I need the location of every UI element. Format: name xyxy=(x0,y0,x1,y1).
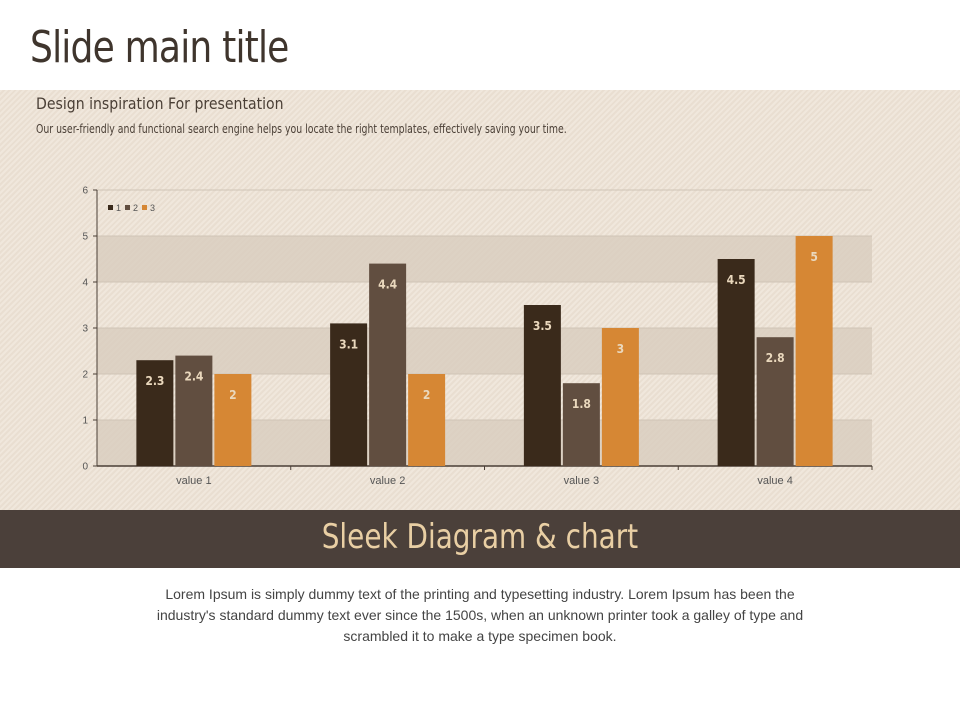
grid-band xyxy=(97,236,872,282)
x-tick-label: value 1 xyxy=(176,475,211,487)
banner-bar xyxy=(0,510,960,568)
data-label: 3.5 xyxy=(533,319,552,333)
bar-series-1 xyxy=(717,259,755,466)
data-label: 4.4 xyxy=(378,278,398,292)
grid-band xyxy=(97,420,872,466)
bar-series-2 xyxy=(562,383,600,466)
legend-swatch-2 xyxy=(125,205,130,210)
x-tick-label: value 2 xyxy=(370,475,405,487)
data-label: 5 xyxy=(810,250,818,264)
bar-series-3 xyxy=(601,328,639,466)
banner-title-text: Sleek Diagram & chart xyxy=(321,517,639,557)
y-tick-label: 6 xyxy=(82,186,88,197)
legend-swatch-1 xyxy=(108,205,113,210)
bar-series-1 xyxy=(330,323,368,466)
slide-description: Our user-friendly and functional search … xyxy=(36,122,567,136)
grid-band xyxy=(97,328,872,374)
bar-series-3 xyxy=(795,236,833,466)
y-tick-label: 4 xyxy=(82,278,88,289)
data-label: 2.8 xyxy=(766,351,785,365)
y-tick-label: 0 xyxy=(82,462,88,473)
body-paragraph: Lorem Ipsum is simply dummy text of the … xyxy=(156,586,804,644)
y-tick-label: 2 xyxy=(82,370,88,381)
y-tick-label: 5 xyxy=(82,232,88,243)
data-label: 3 xyxy=(617,342,625,356)
banner-title: Sleek Diagram & chart xyxy=(0,510,960,568)
legend-label: 1 xyxy=(116,203,121,213)
legend-label: 2 xyxy=(133,203,138,213)
slide-title: Slide main title xyxy=(30,22,289,73)
data-label: 4.5 xyxy=(727,273,746,287)
bar-series-2 xyxy=(369,263,407,466)
data-label: 2.4 xyxy=(184,370,204,384)
y-tick-label: 1 xyxy=(82,416,88,427)
data-label: 2.3 xyxy=(145,374,164,388)
y-tick-label: 3 xyxy=(82,324,88,335)
legend-swatch-3 xyxy=(142,205,147,210)
data-label: 2 xyxy=(423,388,431,402)
slide-subtitle: Design inspiration For presentation xyxy=(36,94,284,113)
bar-series-3 xyxy=(214,374,252,466)
x-tick-label: value 4 xyxy=(757,475,792,487)
x-tick-label: value 3 xyxy=(564,475,599,487)
bar-series-2 xyxy=(756,337,794,466)
bar-series-1 xyxy=(523,305,561,466)
bar-series-1 xyxy=(136,360,174,466)
legend-label: 3 xyxy=(150,203,155,213)
bar-series-2 xyxy=(175,355,213,466)
data-label: 3.1 xyxy=(339,337,358,351)
bar-series-3 xyxy=(408,374,446,466)
data-label: 1.8 xyxy=(572,397,591,411)
data-label: 2 xyxy=(229,388,237,402)
